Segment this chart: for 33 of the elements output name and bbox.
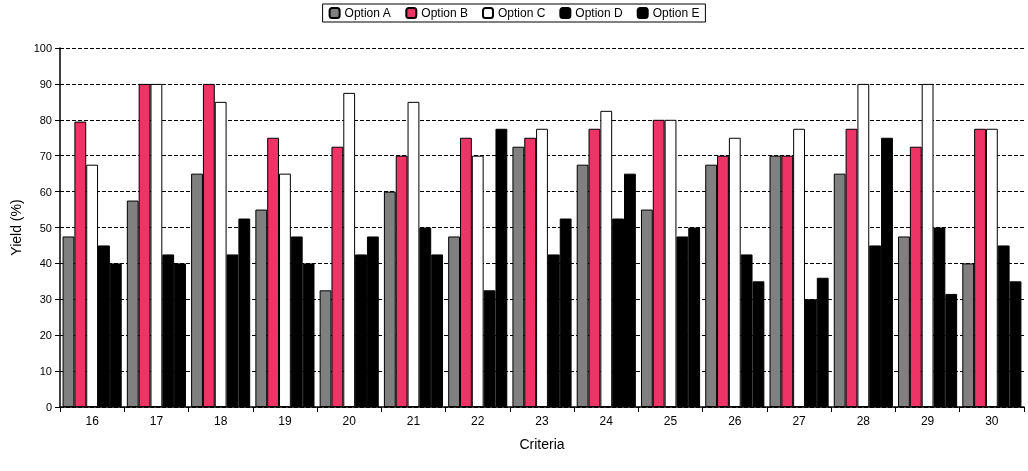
y-tick-label: 0 [45,401,52,413]
y-tick-label: 60 [39,185,52,198]
x-tick-label: 17 [149,414,164,428]
y-tick-label: 90 [39,77,52,90]
legend-label: Option E [652,6,700,20]
y-tick-label: 30 [39,293,52,306]
legend-label: Option C [497,6,546,20]
x-tick-label: 23 [535,414,549,428]
y-tick-label: 70 [39,149,52,162]
y-tick-label: 50 [39,221,52,234]
x-tick-label: 20 [342,414,357,428]
x-tick-label: 28 [856,414,871,428]
x-axis-title: Criteria [519,436,565,452]
y-axis-title: Yield (%) [7,199,24,256]
legend-label: Option D [575,6,624,20]
x-tick-label: 27 [792,414,807,428]
x-tick-label: 16 [85,414,100,428]
x-tick-label: 29 [920,414,935,428]
y-tick-label: 80 [39,113,52,126]
legend-label: Option B [421,6,468,20]
x-tick-label: 18 [213,414,228,428]
y-tick-label: 100 [33,42,52,54]
x-tick-label: 19 [278,414,292,428]
x-tick-label: 24 [599,414,614,428]
x-tick-label: 25 [663,414,678,428]
y-tick-label: 40 [39,257,52,270]
y-tick-label: 10 [39,365,52,378]
x-tick-label: 21 [406,414,421,428]
y-tick-label: 20 [39,329,52,342]
x-tick-label: 22 [471,414,485,428]
legend-label: Option A [344,6,391,20]
x-tick-label: 26 [728,414,742,428]
x-tick-label: 30 [985,414,999,428]
